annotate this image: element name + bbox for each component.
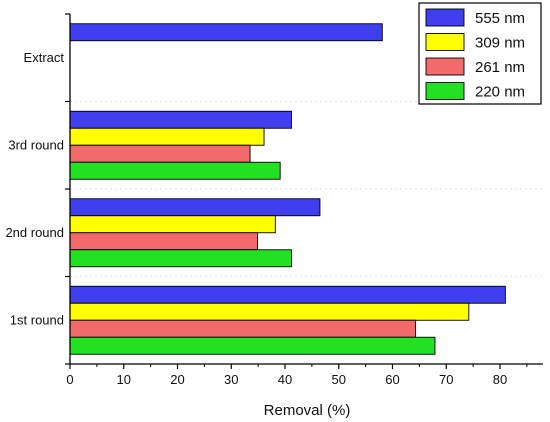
legend-swatch xyxy=(425,33,465,51)
legend-swatch xyxy=(425,8,465,27)
bar xyxy=(69,144,251,163)
legend-label: 261 nm xyxy=(475,59,525,76)
x-tick-label: 0 xyxy=(66,372,73,387)
x-tick-label: 20 xyxy=(170,372,184,387)
plot-area xyxy=(70,101,543,277)
y-tick-label: Extract xyxy=(24,50,65,65)
legend-label: 309 nm xyxy=(475,35,525,52)
x-tick-label: 10 xyxy=(117,372,131,387)
x-tick-label: 40 xyxy=(278,372,292,387)
legend: 555 nm 309 nm 261 nm 220 nm xyxy=(418,2,542,105)
bar xyxy=(69,198,321,217)
x-tick-label: 50 xyxy=(332,372,346,387)
bar xyxy=(69,161,281,180)
x-tick-label: 70 xyxy=(439,372,453,387)
legend-label: 555 nm xyxy=(475,10,525,27)
legend-label: 220 nm xyxy=(475,84,525,101)
bar xyxy=(69,302,470,321)
legend-swatch xyxy=(425,82,465,100)
legend-swatch xyxy=(425,57,465,76)
x-axis: 0 10 20 30 40 50 60 70 80 xyxy=(66,363,543,387)
bars-group xyxy=(69,23,506,355)
bar xyxy=(69,23,383,42)
y-tick-label: 3rd round xyxy=(8,137,64,152)
x-tick-label: 30 xyxy=(224,372,238,387)
bar xyxy=(69,215,276,234)
y-axis: 1st round 2nd round 3rd round Extract xyxy=(5,13,71,365)
x-tick-label: 60 xyxy=(385,372,399,387)
bar xyxy=(69,232,259,251)
bar xyxy=(69,127,265,146)
bar xyxy=(69,110,292,129)
x-axis-label: Removal (%) xyxy=(264,402,351,419)
x-tick-label: 80 xyxy=(493,372,507,387)
bar xyxy=(69,285,506,304)
bar xyxy=(69,249,292,268)
y-tick-label: 2nd round xyxy=(5,225,64,240)
y-tick-label: 1st round xyxy=(10,312,64,327)
bar xyxy=(69,336,436,355)
bar xyxy=(69,319,417,338)
